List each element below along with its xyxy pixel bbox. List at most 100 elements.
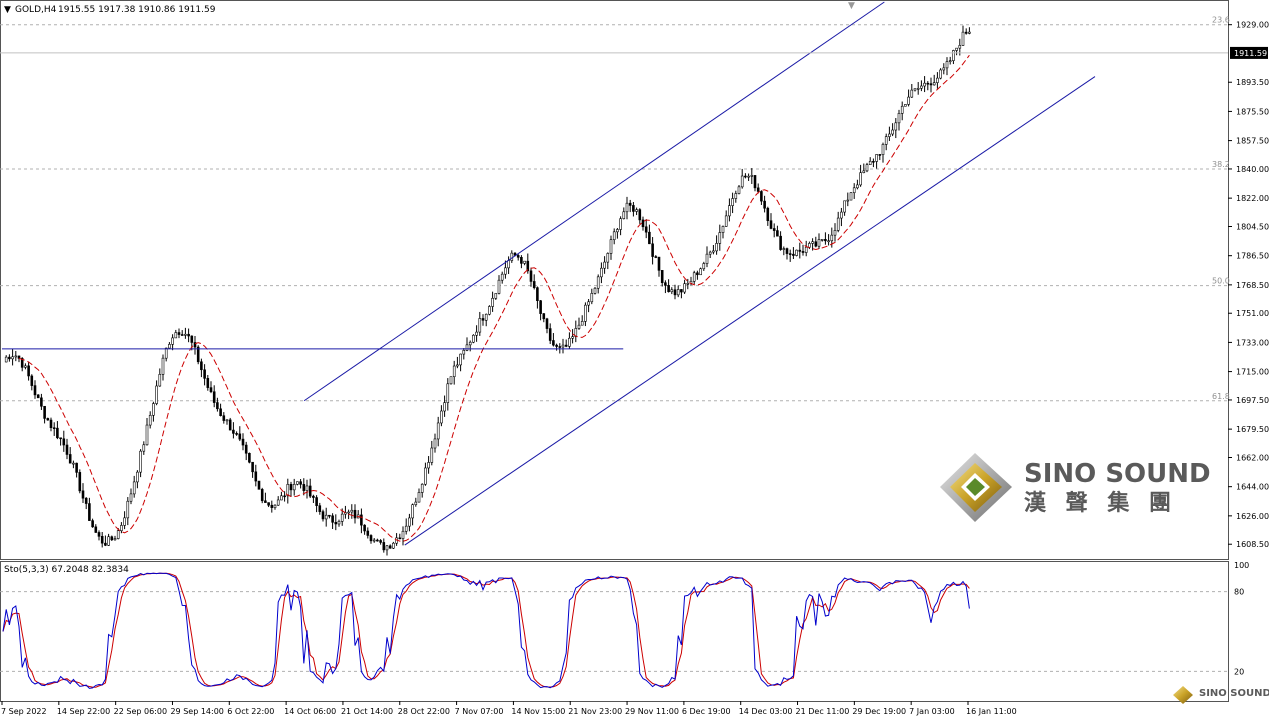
candle-body [571,336,574,339]
candle-body [369,535,373,542]
price-tick-label: 1679.50 [1236,425,1269,434]
candle-body [443,402,446,412]
fib-level-label: 61.8 [1212,392,1230,401]
candle-body [494,293,498,299]
price-tick-label: 1768.50 [1236,281,1269,290]
candle-body [267,502,270,506]
candle-body [84,497,88,504]
channel-lower-line[interactable] [404,76,1096,546]
brand-name-en: SINO SOUND [1024,459,1211,489]
price-tick-label: 1733.00 [1236,338,1269,347]
candle-body [478,318,482,333]
candle-body [683,283,686,293]
candle-body [187,333,190,337]
candle-body [142,444,146,452]
candle-body [36,394,40,399]
candle-body [382,542,386,551]
candle-body [593,287,597,294]
candle-body [808,243,811,248]
candle-body [43,405,46,419]
candle-body [4,356,8,363]
candle-body [24,365,27,368]
candle-body [558,346,562,348]
candle-body [33,385,37,396]
candle-body [225,419,229,422]
candle-body [49,419,53,429]
candle-body [628,202,632,206]
price-tick-label: 1662.00 [1236,453,1269,462]
symbol-arrow-icon[interactable]: ▼ [4,5,11,15]
candle-body [318,505,322,512]
channel-upper-line[interactable] [303,1,885,402]
candle-body [740,175,744,188]
candle-body [328,514,331,517]
sino-sound-logo [940,453,1012,522]
candle-body [228,419,232,431]
candle-body [884,136,888,145]
candle-body [484,313,488,321]
candle-body [657,256,661,271]
candle-body [843,200,846,213]
candle-body [123,517,126,526]
candle-body [132,481,136,495]
candle-body [680,289,683,293]
candle-body [542,313,546,320]
brand-name-cn: 漢 聲 集 團 [1024,490,1177,516]
candle-body [600,267,603,278]
candle-body [776,230,779,237]
candle-body [926,82,930,85]
trend-lines[interactable] [2,1,1096,546]
candle-body [110,536,114,541]
candle-body [916,87,920,90]
candle-body [449,376,453,385]
candle-body [315,497,318,506]
candle-body [955,47,958,51]
candle-body [411,504,414,519]
candle-body [20,358,24,368]
time-axis[interactable]: 7 Sep 2022 14 Sep 22:00 22 Sep 06:00 29 Sep… [1,701,1017,716]
candle-body [702,263,706,270]
stochastic-main-line [2,572,970,689]
candle-body [523,260,526,264]
candle-body [660,270,664,283]
candle-body [760,191,763,202]
candle-body [862,170,866,173]
candle-body [235,433,238,435]
candle-body [936,77,939,83]
candle-body [750,175,754,177]
price-axis[interactable]: 1929.00 1911.59 1893.50 1875.50 1857.50 1840.… [0,21,1269,550]
candle-body [897,113,901,124]
candle-body [164,347,168,359]
stochastic-lines [2,572,970,689]
price-tick-label: 1751.00 [1236,309,1269,318]
stochastic-tick-label: 20 [1234,667,1244,676]
candle-body [648,231,651,245]
candle-body [56,427,59,439]
candle-body [27,365,30,377]
candle-body [625,202,629,213]
candle-body [481,318,485,321]
candle-body [724,215,728,227]
candle-body [744,175,747,178]
candle-body [833,230,837,236]
candle-body [299,481,302,485]
time-tick-label: 22 Sep 06:00 [114,707,167,716]
moving-average [18,54,970,542]
candle-body [852,187,856,194]
candle-body [932,82,936,86]
candle-body [504,267,507,275]
candle-body [948,60,952,62]
candle-body [302,484,306,491]
candle-body [747,175,750,178]
scroll-marker-icon[interactable]: ▼ [848,1,855,11]
candle-body [865,164,869,172]
candle-body [577,324,581,329]
candle-body [388,545,392,549]
candle-body [801,251,805,253]
ohlc-label: 1915.55 1917.38 1910.86 1911.59 [58,5,216,15]
candle-body [692,272,696,282]
candle-body [116,530,120,539]
price-tick-label: 1875.50 [1236,107,1269,116]
